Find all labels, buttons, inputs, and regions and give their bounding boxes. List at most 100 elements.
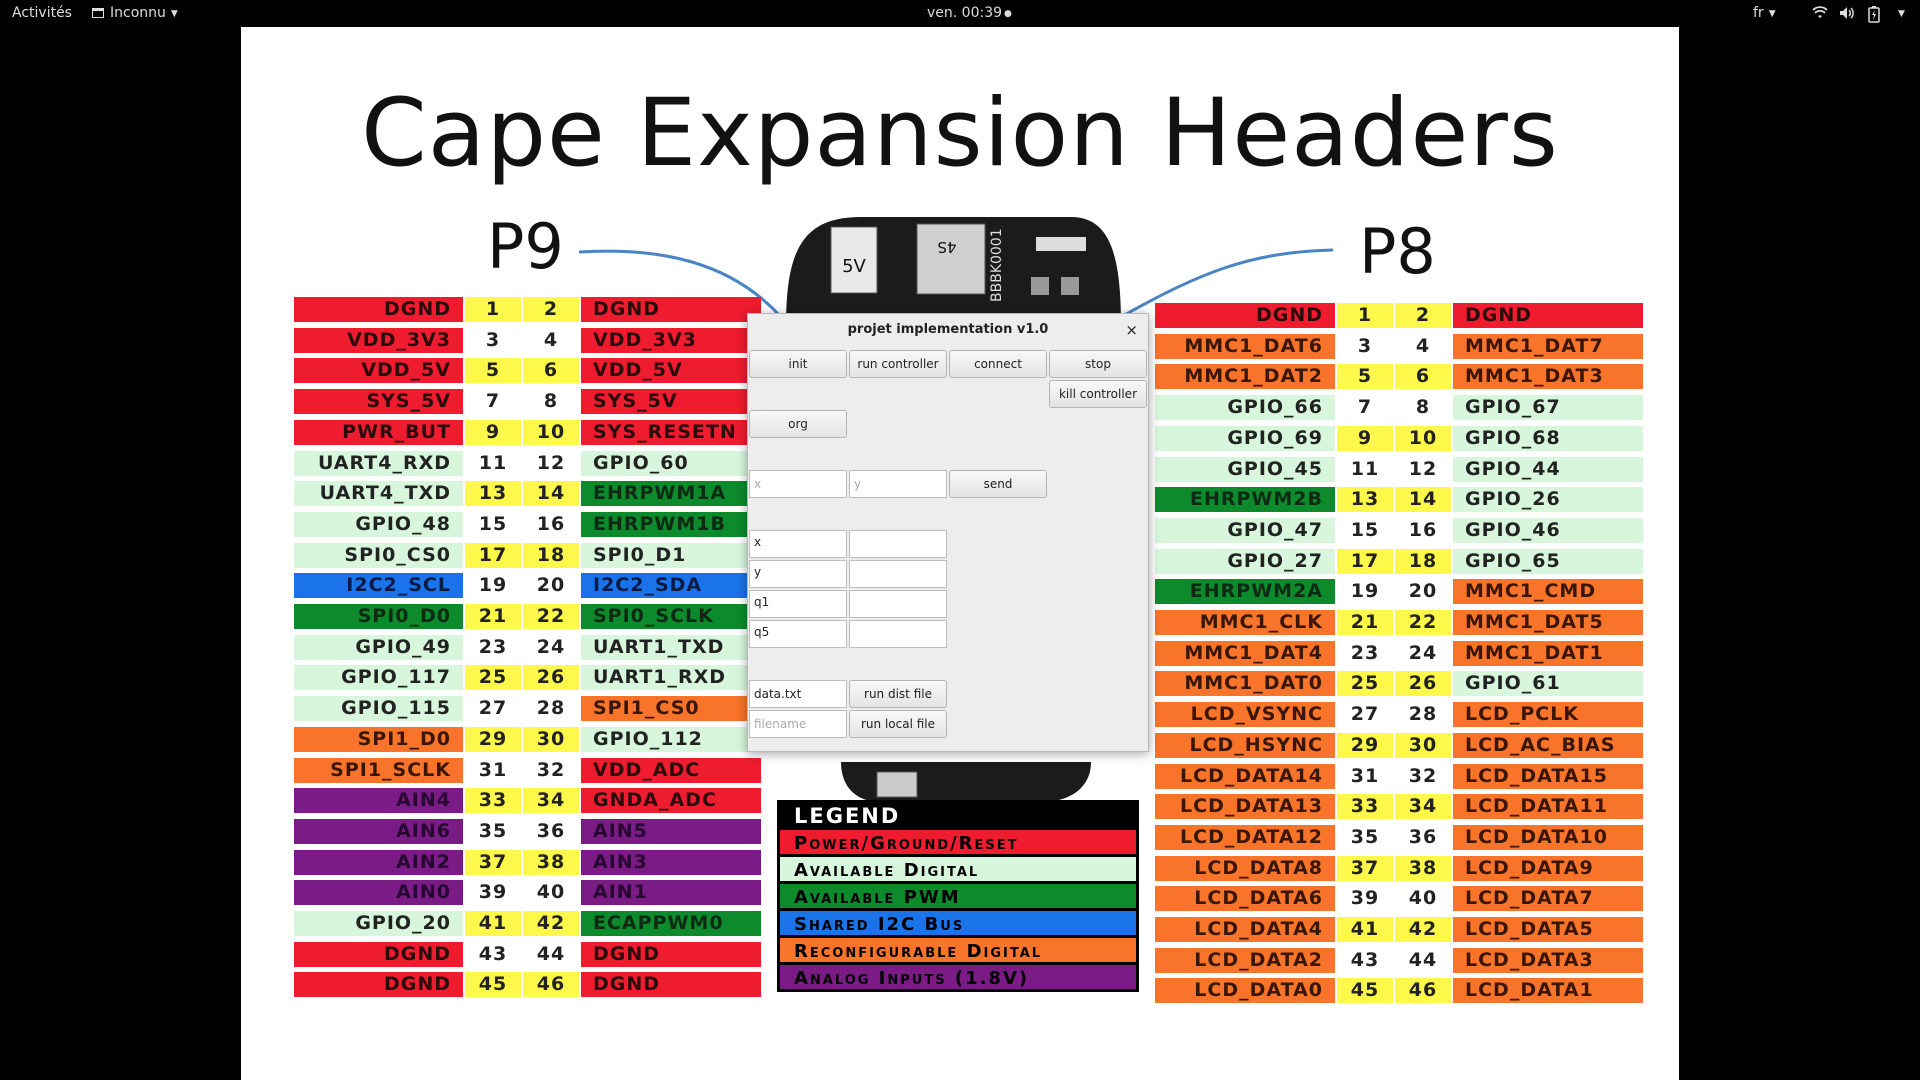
p9-pin-number-even: 2 xyxy=(523,297,579,322)
wifi-icon[interactable] xyxy=(1812,5,1828,25)
p9-pin-number-even: 44 xyxy=(523,941,579,967)
clock[interactable]: ven. 00:39 ● xyxy=(927,5,1012,21)
p9-pin-number-odd: 13 xyxy=(465,481,521,507)
p8-pin-number-even: 26 xyxy=(1395,671,1451,697)
p8-pin-number-odd: 23 xyxy=(1337,640,1393,666)
p8-pin-name-right: GPIO_46 xyxy=(1453,517,1643,543)
p9-pin-number-odd: 37 xyxy=(465,849,521,875)
q5-readout-value xyxy=(849,620,947,648)
p9-pin-number-even: 46 xyxy=(523,972,579,998)
p8-pin-number-even: 24 xyxy=(1395,640,1451,666)
p8-pin-name-left: LCD_DATA2 xyxy=(1155,947,1335,973)
send-button[interactable]: send xyxy=(949,470,1047,498)
p9-pin-name-right: AIN5 xyxy=(581,818,761,844)
p9-pin-number-odd: 3 xyxy=(465,327,521,353)
filename-input[interactable] xyxy=(749,710,847,738)
p8-pin-name-right: LCD_DATA7 xyxy=(1453,886,1643,912)
kill-controller-button[interactable]: kill controller xyxy=(1049,380,1147,408)
x-input[interactable] xyxy=(749,470,847,498)
init-button[interactable]: init xyxy=(749,350,847,378)
p8-pin-number-odd: 5 xyxy=(1337,364,1393,390)
run-controller-button[interactable]: run controller xyxy=(849,350,947,378)
p9-pin-name-right: UART1_RXD xyxy=(581,665,761,691)
p9-pin-number-odd: 21 xyxy=(465,604,521,629)
p9-pin-name-right: ECAPPWM0 xyxy=(581,911,761,936)
legend-item: Available PWM xyxy=(777,884,1139,911)
y-input[interactable] xyxy=(849,470,947,498)
p8-pin-number-odd: 45 xyxy=(1337,978,1393,1004)
p8-pin-name-left: LCD_DATA6 xyxy=(1155,886,1335,912)
p8-pin-number-odd: 33 xyxy=(1337,794,1393,820)
p9-pin-name-left: GPIO_20 xyxy=(294,911,463,936)
p9-pin-number-even: 14 xyxy=(523,481,579,507)
p9-pin-number-even: 12 xyxy=(523,450,579,476)
p8-pin-name-left: MMC1_DAT4 xyxy=(1155,640,1335,666)
notification-dot-icon: ● xyxy=(1004,9,1012,19)
p8-pin-name-right: DGND xyxy=(1453,303,1643,328)
p9-pin-name-right: VDD_5V xyxy=(581,358,761,384)
slide-title: Cape Expansion Headers xyxy=(361,79,1559,188)
p9-pin-name-left: I2C2_SCL xyxy=(294,573,463,599)
p8-pin-number-even: 6 xyxy=(1395,364,1451,390)
p8-pin-number-even: 30 xyxy=(1395,732,1451,758)
volume-icon[interactable] xyxy=(1838,5,1856,25)
p9-pin-number-even: 28 xyxy=(523,696,579,722)
p8-pin-name-right: GPIO_67 xyxy=(1453,395,1643,421)
board-illustration: 5V 4S BBBK0001 xyxy=(578,217,1334,802)
legend-item: Analog Inputs (1.8V) xyxy=(777,965,1139,992)
p9-pin-name-right: SPI1_CS0 xyxy=(581,696,761,722)
battery-icon[interactable] xyxy=(1868,5,1880,27)
legend-item: Shared I2C Bus xyxy=(777,911,1139,938)
p8-pin-name-left: GPIO_66 xyxy=(1155,395,1335,421)
p9-pin-number-even: 22 xyxy=(523,604,579,629)
org-button[interactable]: org xyxy=(749,410,847,438)
p9-pin-name-left: AIN4 xyxy=(294,788,463,814)
p9-pin-name-right: GPIO_60 xyxy=(581,450,761,476)
p8-pin-name-right: MMC1_CMD xyxy=(1453,579,1643,605)
p9-pin-name-right: SPI0_D1 xyxy=(581,542,761,568)
p9-pin-name-right: SYS_5V xyxy=(581,389,761,415)
p9-pin-number-even: 6 xyxy=(523,358,579,384)
p9-pin-name-right: DGND xyxy=(581,941,761,967)
p9-pin-number-even: 20 xyxy=(523,573,579,599)
p8-pin-number-even: 16 xyxy=(1395,517,1451,543)
p8-pin-number-even: 10 xyxy=(1395,425,1451,451)
language-menu[interactable]: fr ▼ xyxy=(1753,5,1776,21)
slide-viewer: Cape Expansion Headers P9 P8 5V 4S BBBK0… xyxy=(241,27,1679,1080)
p8-pin-name-left: LCD_DATA13 xyxy=(1155,794,1335,820)
p9-pin-number-even: 26 xyxy=(523,665,579,691)
p8-pin-name-left: GPIO_69 xyxy=(1155,425,1335,451)
p8-pin-name-right: MMC1_DAT3 xyxy=(1453,364,1643,390)
legend-item: Power/Ground/Reset xyxy=(777,830,1139,857)
p9-pin-number-odd: 7 xyxy=(465,389,521,415)
chevron-down-icon: ▼ xyxy=(1898,9,1905,19)
app-menu[interactable]: Inconnu ▼ xyxy=(92,5,178,21)
system-menu[interactable]: ▼ xyxy=(1893,5,1905,21)
connect-button[interactable]: connect xyxy=(949,350,1047,378)
activities-button[interactable]: Activités xyxy=(12,5,72,21)
p8-pin-name-left: GPIO_27 xyxy=(1155,548,1335,574)
serial-label: BBBK0001 xyxy=(989,228,1005,302)
stop-button[interactable]: stop xyxy=(1049,350,1147,378)
run-local-file-button[interactable]: run local file xyxy=(849,710,947,738)
p8-pin-name-left: LCD_DATA8 xyxy=(1155,855,1335,881)
p8-pin-name-left: LCD_DATA0 xyxy=(1155,978,1335,1004)
p8-pin-number-odd: 21 xyxy=(1337,610,1393,635)
y-readout-label: y xyxy=(749,560,847,588)
p8-pointer-line xyxy=(1120,248,1334,319)
p9-pin-name-left: GPIO_117 xyxy=(294,665,463,691)
power-jack xyxy=(830,226,878,294)
p9-pin-name-left: SYS_5V xyxy=(294,389,463,415)
p8-pin-name-left: GPIO_45 xyxy=(1155,456,1335,482)
close-icon[interactable]: × xyxy=(1125,321,1138,339)
p9-pin-name-left: AIN6 xyxy=(294,818,463,844)
board-leds xyxy=(1036,237,1086,251)
p9-pin-number-even: 36 xyxy=(523,818,579,844)
p8-pin-number-even: 18 xyxy=(1395,548,1451,574)
legend-item: Available Digital xyxy=(777,857,1139,884)
run-dist-file-button[interactable]: run dist file xyxy=(849,680,947,708)
p9-pin-name-left: AIN0 xyxy=(294,880,463,906)
data-file-input[interactable] xyxy=(749,680,847,708)
p9-pin-number-odd: 1 xyxy=(465,297,521,322)
p9-pin-name-left: SPI1_SCLK xyxy=(294,757,463,783)
